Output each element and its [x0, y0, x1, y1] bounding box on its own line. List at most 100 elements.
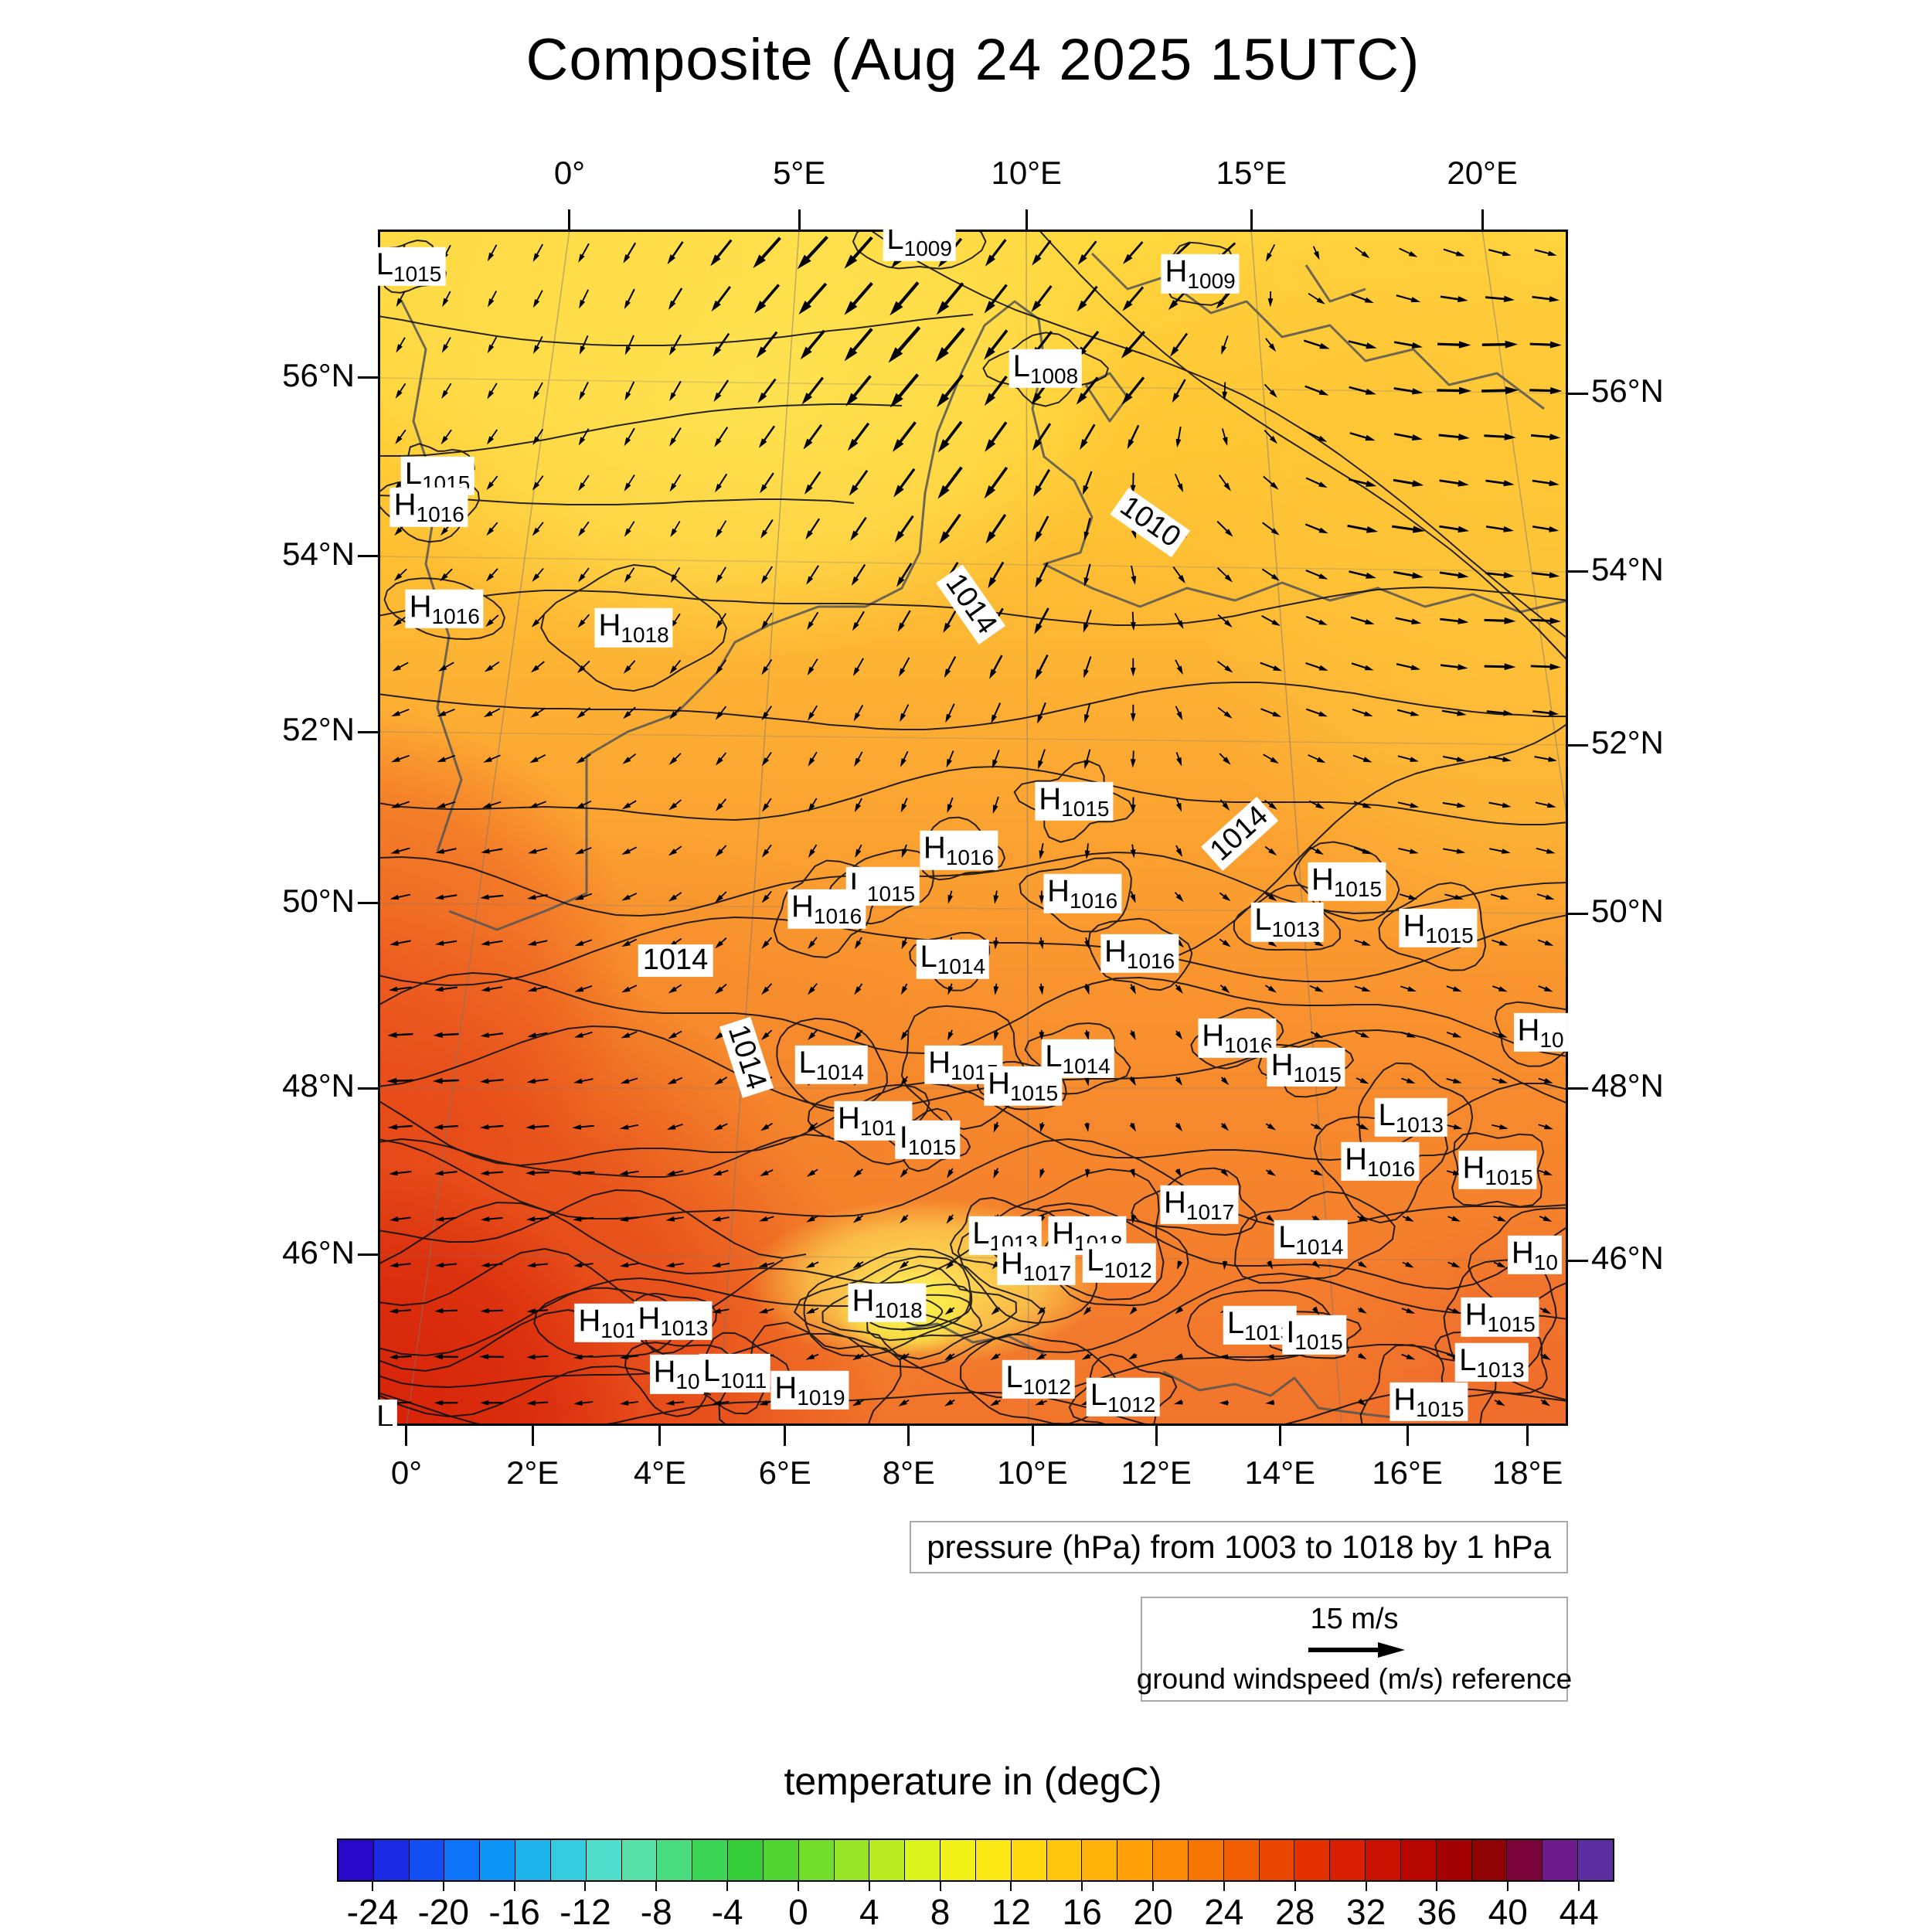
lat-tick-label-left: 50°N	[282, 882, 355, 919]
colorbar-tick-label: 28	[1275, 1892, 1315, 1932]
wind-arrow	[491, 383, 498, 393]
wind-arrow	[582, 289, 590, 302]
wind-arrow-head	[396, 298, 403, 308]
wind-arrow-head	[1221, 345, 1227, 355]
wind-arrow	[1268, 243, 1276, 255]
colorbar-cell	[798, 1840, 835, 1880]
graticule-line	[406, 230, 570, 1426]
wind-arrow-head	[1176, 665, 1183, 675]
wind-arrow	[720, 798, 727, 806]
lon-tick-label-bottom: 16°E	[1372, 1454, 1443, 1491]
wind-arrow-head	[1547, 250, 1557, 257]
contour-line	[1378, 882, 1487, 971]
contour-line	[803, 1247, 971, 1358]
wind-arrow-head	[392, 665, 401, 672]
contour-line	[378, 682, 1568, 730]
wind-arrow-head	[898, 668, 906, 677]
wind-arrow-head	[1365, 389, 1376, 395]
wind-arrow	[1485, 296, 1505, 301]
wind-arrow-head	[1084, 985, 1090, 995]
wind-arrow-head	[715, 711, 723, 720]
contour-line	[378, 766, 1568, 825]
wind-arrow	[808, 376, 824, 396]
wind-arrow	[994, 750, 1000, 761]
wind-arrow	[442, 1171, 457, 1175]
wind-arrow	[812, 983, 818, 989]
colorbar-tick	[1081, 1882, 1083, 1891]
wind-arrow-head	[1175, 1168, 1182, 1178]
wind-arrow	[1494, 1400, 1498, 1403]
lat-tick-label-right: 54°N	[1591, 550, 1664, 587]
wind-arrow	[807, 329, 825, 351]
pressure-center-label: L1009	[883, 230, 956, 261]
wind-arrow-head	[760, 575, 768, 584]
pressure-center-label: H1015	[1389, 1382, 1468, 1422]
wind-arrow-head	[486, 527, 495, 536]
wind-arrow	[997, 1307, 1000, 1311]
wind-arrow	[1265, 1123, 1270, 1127]
wind-arrow	[580, 1124, 594, 1128]
wind-arrow	[398, 801, 410, 806]
wind-arrow-head	[1084, 940, 1090, 950]
wind-arrow	[905, 1260, 909, 1264]
wind-arrow-head	[1128, 1352, 1138, 1360]
wind-arrow-head	[1268, 893, 1277, 901]
wind-arrow	[583, 753, 591, 760]
wind-arrow	[1401, 1353, 1408, 1358]
wind-arrow-head	[669, 483, 677, 492]
colorbar-tick	[371, 1882, 373, 1891]
wind-arrow-head	[847, 438, 859, 451]
wind-arrow-head	[532, 573, 540, 582]
wind-arrow	[396, 1170, 412, 1175]
wind-arrow	[1264, 430, 1273, 439]
wind-arrow-head	[1039, 1032, 1045, 1041]
wind-arrow	[397, 940, 411, 944]
wind-arrow-head	[387, 1032, 397, 1038]
contour-line	[773, 859, 880, 958]
wind-arrow	[811, 844, 818, 852]
wind-arrow-head	[1408, 894, 1417, 900]
wind-arrow-head	[434, 1262, 444, 1268]
wind-arrow-head	[993, 895, 999, 904]
wind-arrow-head	[1452, 986, 1462, 992]
wind-arrow	[1264, 383, 1273, 393]
pressure-center-label: H1015	[1461, 1297, 1539, 1337]
wind-arrow-head	[669, 346, 676, 355]
wind-arrow	[1349, 386, 1367, 393]
pressure-center-label: L1014	[794, 1045, 869, 1084]
axis-tick	[1025, 209, 1028, 230]
wind-arrow-head	[1406, 1077, 1416, 1084]
lat-tick-label-right: 46°N	[1591, 1240, 1664, 1277]
wind-arrow	[1039, 937, 1043, 941]
wind-arrow-head	[1411, 618, 1422, 624]
wind-arrow-head	[711, 1262, 721, 1268]
wind-arrow	[1537, 939, 1546, 944]
wind-arrow	[1396, 663, 1413, 668]
wind-arrow-head	[621, 1032, 631, 1039]
wind-arrow	[1352, 754, 1365, 760]
wind-arrow	[400, 337, 406, 346]
wind-arrow	[719, 613, 727, 623]
wind-arrow-head	[899, 1261, 908, 1270]
wind-arrow-head	[1131, 576, 1137, 585]
wind-arrow	[580, 1216, 594, 1220]
wind-arrow-head	[1544, 940, 1554, 946]
lon-tick-label-bottom: 12°E	[1121, 1454, 1192, 1491]
wind-arrow	[1223, 382, 1226, 393]
wind-arrow	[1310, 1031, 1316, 1036]
wind-arrow-head	[1314, 1169, 1323, 1176]
contour-line	[378, 1388, 1568, 1426]
wind-arrow	[1485, 479, 1505, 485]
wind-arrow-head	[992, 759, 998, 769]
wind-arrow	[536, 382, 543, 393]
wind-arrow	[1399, 893, 1410, 898]
wind-arrow	[628, 846, 638, 852]
wind-arrow-head	[711, 300, 721, 312]
colorbar-cell	[586, 1840, 622, 1880]
colorbar-tick	[442, 1882, 444, 1891]
wind-arrow	[991, 239, 1007, 258]
wind-arrow	[718, 427, 729, 440]
wind-arrow-head	[1081, 1353, 1091, 1360]
wind-arrow-head	[760, 484, 767, 494]
wind-arrow	[1393, 478, 1413, 485]
